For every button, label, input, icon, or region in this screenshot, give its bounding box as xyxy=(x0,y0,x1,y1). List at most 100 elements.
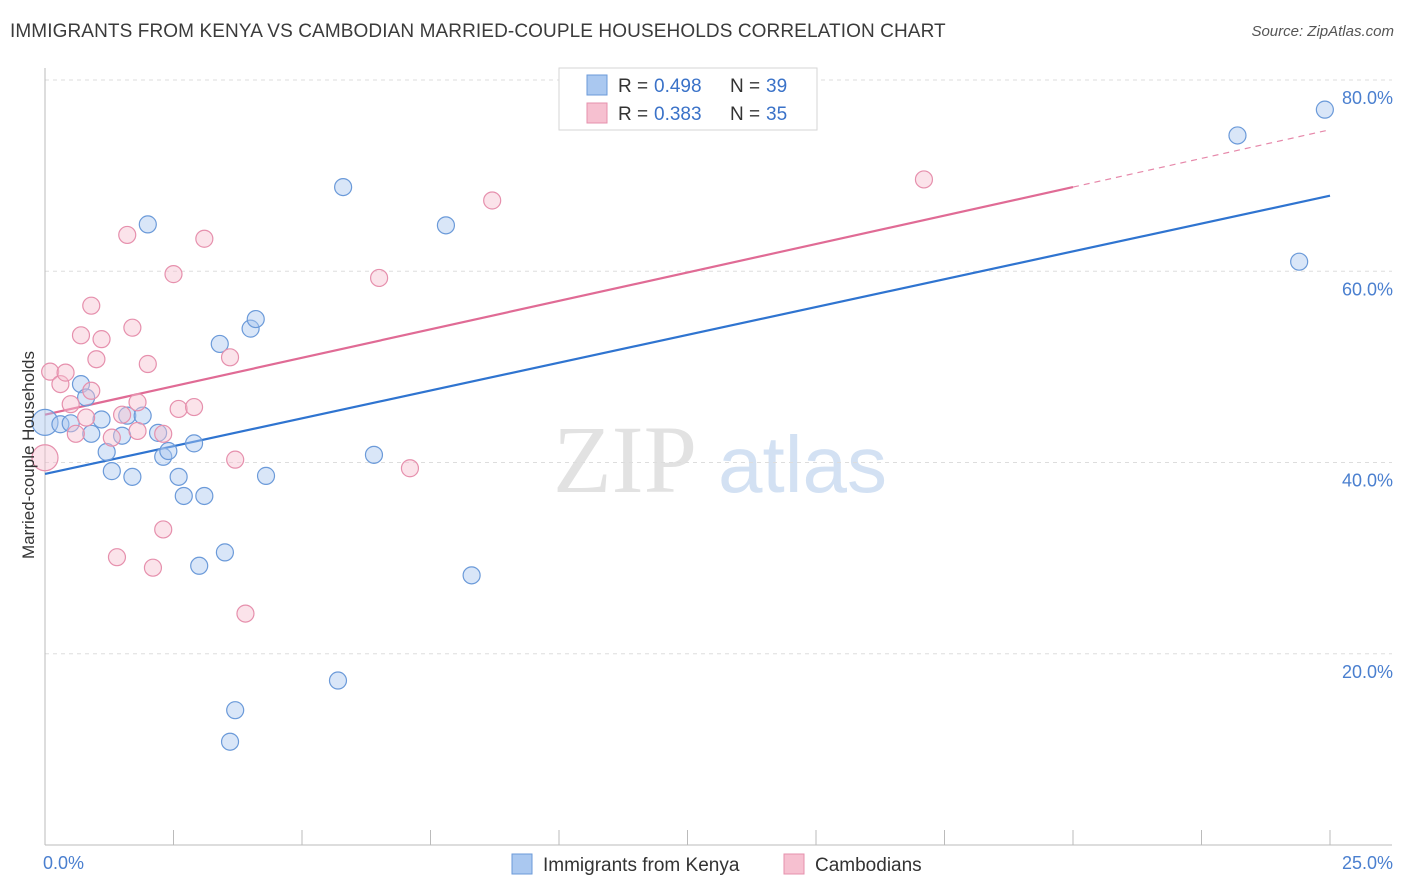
point-cambodians-5 xyxy=(66,424,85,443)
point-cambodians-7 xyxy=(77,408,96,427)
point-cambodians-3 xyxy=(56,363,75,382)
point-kenya-6 xyxy=(92,410,111,429)
point-cambodians-4 xyxy=(61,395,80,414)
legend-r-value-1: 0.498 xyxy=(654,76,702,97)
bottom-legend-label-cambodians: Cambodians xyxy=(815,855,922,876)
point-kenya-24 xyxy=(226,701,245,720)
legend-swatch-pink xyxy=(586,102,608,124)
point-cambodians-31 xyxy=(400,459,420,478)
bottom-legend-label-kenya: Immigrants from Kenya xyxy=(543,855,740,876)
x-tick-label-min: 0.0% xyxy=(43,853,84,873)
x-tick-label-max: 25.0% xyxy=(1342,853,1393,873)
point-kenya-18 xyxy=(174,486,193,506)
point-cambodians-2 xyxy=(51,374,70,394)
legend-r-value-2: 0.383 xyxy=(654,104,702,125)
top-legend: R = 0.498 N = 39 R = 0.383 N = 35 xyxy=(558,67,818,131)
point-cambodians-30 xyxy=(370,268,389,288)
point-kenya-21 xyxy=(195,486,214,506)
point-cambodians-22 xyxy=(154,424,173,443)
point-kenya-22 xyxy=(210,334,229,354)
legend-r-label-2: R = xyxy=(618,104,648,125)
point-kenya-17 xyxy=(169,467,188,486)
point-cambodians-33 xyxy=(914,170,934,189)
chart-title: IMMIGRANTS FROM KENYA VS CAMBODIAN MARRI… xyxy=(10,21,946,42)
point-kenya-8 xyxy=(102,462,121,481)
point-cambodians-24 xyxy=(169,399,188,419)
point-kenya-36 xyxy=(1315,100,1334,119)
point-cambodians-13 xyxy=(107,548,127,567)
source-credit: Source: ZipAtlas.com xyxy=(1251,23,1394,40)
point-cambodians-8 xyxy=(82,381,101,400)
y-tick-label-80: 80.0% xyxy=(1342,88,1393,108)
gridlines xyxy=(45,79,1392,655)
point-cambodians-0 xyxy=(31,444,59,472)
point-kenya-14 xyxy=(148,423,168,442)
watermark-zip: ZIP xyxy=(553,406,697,513)
point-kenya-28 xyxy=(256,466,276,485)
point-kenya-31 xyxy=(364,445,384,464)
legend-n-value-2: 35 xyxy=(766,104,787,125)
legend-swatch-blue xyxy=(586,74,608,96)
point-cambodians-17 xyxy=(128,393,147,412)
axes xyxy=(44,68,1392,846)
y-tick-label-40: 40.0% xyxy=(1342,471,1393,491)
point-kenya-29 xyxy=(328,671,348,690)
point-kenya-30 xyxy=(334,178,353,197)
point-cambodians-27 xyxy=(220,348,240,367)
point-cambodians-25 xyxy=(184,397,204,417)
point-kenya-0 xyxy=(31,408,59,436)
point-kenya-11 xyxy=(123,467,142,486)
point-cambodians-16 xyxy=(123,318,142,337)
y-tick-label-20: 20.0% xyxy=(1342,662,1393,682)
trendline-cambodians xyxy=(44,186,1074,416)
point-cambodians-20 xyxy=(143,558,163,577)
bottom-legend-swatch-blue xyxy=(511,853,533,875)
point-kenya-20 xyxy=(190,556,209,575)
point-kenya-27 xyxy=(246,309,265,329)
point-kenya-15 xyxy=(154,447,173,466)
point-cambodians-21 xyxy=(154,520,173,539)
point-cambodians-28 xyxy=(226,450,245,469)
point-cambodians-10 xyxy=(87,350,106,369)
y-tick-labels: 20.0% 40.0% 60.0% 80.0% xyxy=(1342,88,1393,682)
point-cambodians-18 xyxy=(128,421,147,441)
bottom-legend-swatch-pink xyxy=(783,853,805,875)
legend-n-label-2: N = xyxy=(730,104,760,125)
point-kenya-35 xyxy=(1290,252,1309,271)
point-cambodians-11 xyxy=(92,330,111,349)
legend-n-label-1: N = xyxy=(730,76,760,97)
point-kenya-33 xyxy=(462,566,481,585)
point-kenya-32 xyxy=(436,216,456,235)
point-kenya-26 xyxy=(241,319,260,338)
point-cambodians-9 xyxy=(82,296,101,315)
point-cambodians-6 xyxy=(71,326,91,345)
watermark-atlas: atlas xyxy=(718,420,887,509)
point-kenya-16 xyxy=(159,441,178,461)
legend-n-value-1: 39 xyxy=(766,76,787,97)
point-kenya-7 xyxy=(97,442,116,462)
point-kenya-13 xyxy=(138,215,157,234)
point-kenya-23 xyxy=(215,543,234,562)
point-kenya-3 xyxy=(71,374,91,394)
point-cambodians-1 xyxy=(41,362,60,381)
legend-r-label-1: R = xyxy=(618,76,648,97)
point-cambodians-14 xyxy=(112,405,132,424)
data-points xyxy=(31,100,1334,751)
point-kenya-10 xyxy=(118,406,137,425)
point-cambodians-29 xyxy=(236,604,255,623)
point-cambodians-26 xyxy=(195,229,214,248)
x-tick-labels: 0.0% 25.0% xyxy=(43,853,1393,873)
point-cambodians-23 xyxy=(164,265,183,284)
point-cambodians-12 xyxy=(102,428,121,447)
trendline-kenya xyxy=(44,194,1331,476)
y-tick-label-60: 60.0% xyxy=(1342,279,1393,299)
point-kenya-34 xyxy=(1228,126,1247,145)
point-kenya-5 xyxy=(82,424,101,443)
bottom-legend: Immigrants from Kenya Cambodians xyxy=(511,853,922,876)
y-axis-label: Married-couple Households xyxy=(19,351,38,559)
point-kenya-25 xyxy=(220,732,240,751)
point-cambodians-32 xyxy=(483,191,502,210)
point-cambodians-15 xyxy=(118,225,137,245)
trendline-cambodians-extension xyxy=(1072,129,1331,188)
